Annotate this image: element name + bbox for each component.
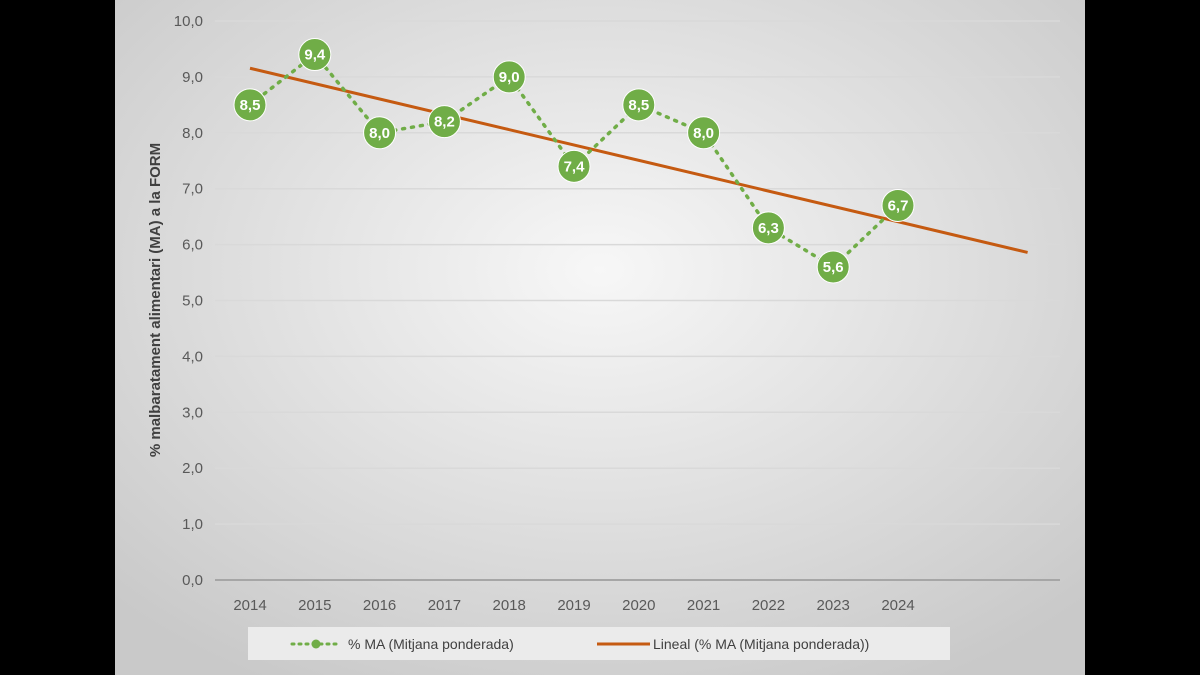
y-tick-label: 2,0 [182,460,203,477]
data-point [622,88,656,122]
x-tick-label: 2019 [557,597,590,614]
x-tick-label: 2021 [687,597,720,614]
data-point [557,149,591,183]
data-point [751,211,785,245]
x-tick-label: 2015 [298,597,331,614]
data-point [492,60,526,94]
data-label: 8,5 [628,97,649,114]
data-point [233,88,267,122]
data-point [816,250,850,284]
y-tick-label: 8,0 [182,125,203,142]
data-label: 8,5 [240,97,261,114]
data-label: 9,4 [304,47,326,64]
data-label: 9,0 [499,69,520,86]
data-label: 8,2 [434,114,455,131]
y-tick-label: 1,0 [182,516,203,533]
data-label: 8,0 [369,125,390,142]
data-point [427,105,461,139]
y-tick-label: 0,0 [182,572,203,589]
x-tick-label: 2023 [817,597,850,614]
data-label: 6,7 [888,197,909,214]
chart-background [115,0,1085,675]
legend-series-label: % MA (Mitjana ponderada) [348,636,514,652]
data-point [363,116,397,150]
x-tick-label: 2022 [752,597,785,614]
y-tick-label: 9,0 [182,69,203,86]
legend-trend-label: Lineal (% MA (Mitjana ponderada)) [653,636,869,652]
data-label: 5,6 [823,259,844,276]
x-tick-label: 2018 [493,597,526,614]
y-tick-label: 3,0 [182,404,203,421]
data-label: 8,0 [693,125,714,142]
x-tick-label: 2020 [622,597,655,614]
legend: % MA (Mitjana ponderada) Lineal (% MA (M… [248,627,950,660]
y-tick-label: 6,0 [182,237,203,254]
data-point [298,38,332,72]
y-tick-label: 4,0 [182,348,203,365]
x-tick-label: 2014 [233,597,266,614]
y-tick-label: 10,0 [174,13,203,30]
x-tick-label: 2017 [428,597,461,614]
legend-series-marker [311,639,321,649]
series-line [248,52,900,270]
data-label: 6,3 [758,220,779,237]
y-axis-label: % malbaratament alimentari (MA) a la FOR… [147,143,164,457]
data-point [687,116,721,150]
x-tick-label: 2024 [881,597,914,614]
y-tick-label: 7,0 [182,181,203,198]
data-label: 7,4 [564,158,586,175]
y-tick-label: 5,0 [182,293,203,310]
x-tick-label: 2016 [363,597,396,614]
data-point [881,188,915,222]
